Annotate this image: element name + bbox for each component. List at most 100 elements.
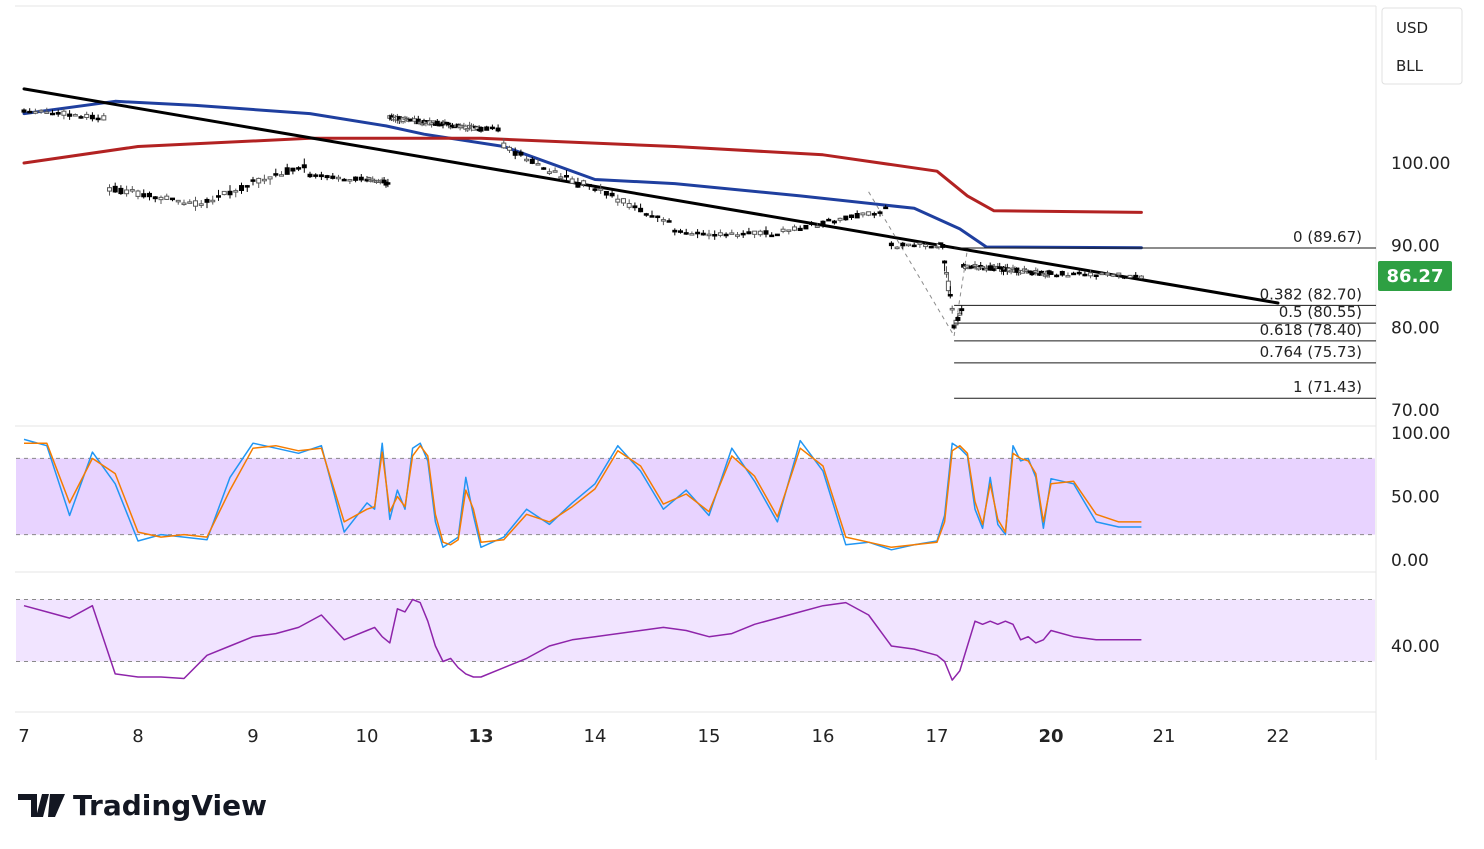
candle-body (44, 111, 50, 114)
candle-body (434, 120, 440, 125)
stochastic-axis-tick: 0.00 (1391, 551, 1429, 571)
candle-body (820, 220, 826, 225)
candle-body (700, 232, 706, 236)
fib-level-label: 1 (71.43) (1293, 378, 1362, 396)
candle-body (141, 193, 147, 198)
candle-body (152, 196, 158, 200)
candle-body (638, 207, 644, 213)
candle-body (512, 151, 518, 156)
candle-body (135, 190, 141, 197)
candle-body (32, 111, 38, 114)
date-axis-tick: 8 (132, 726, 143, 747)
fib-level-label: 0.382 (82.70) (1260, 285, 1362, 303)
candle-body (290, 167, 296, 172)
candle-body (888, 242, 894, 247)
date-axis-tick: 10 (356, 726, 379, 747)
candle-body (279, 174, 284, 177)
candle-body (129, 189, 135, 192)
rsi-band (16, 599, 1375, 662)
candle-body (1054, 274, 1060, 278)
candle-body (256, 177, 262, 184)
candle-body (198, 203, 204, 206)
candle-body (843, 215, 849, 221)
candle-body (959, 308, 965, 312)
candle-body (501, 142, 507, 149)
candle-body (1138, 275, 1144, 279)
candle-body (72, 114, 78, 117)
candle-body (296, 167, 302, 170)
candle-body (849, 214, 854, 219)
candle-body (786, 229, 792, 232)
price-series-line (22, 136, 1143, 214)
candle-body (535, 163, 541, 166)
candle-body (689, 233, 695, 236)
candle-body (569, 178, 575, 184)
candle-body (301, 164, 307, 169)
candle-body (866, 211, 872, 216)
candle-body (803, 224, 809, 230)
fib-level-label: 0.618 (78.40) (1260, 321, 1362, 339)
candle-body (923, 244, 929, 248)
candle-body (124, 189, 130, 195)
candle-body (239, 185, 244, 191)
candle-body (484, 126, 490, 131)
candle-body (712, 234, 718, 237)
candle-body (541, 167, 547, 170)
candle-body (307, 173, 313, 178)
candle-body (529, 158, 535, 164)
candle-body (341, 178, 347, 182)
price-panel: 100.00 90.00 80.00 70.00 0 (89.67) 0.382 (82.… (21, 87, 1452, 421)
fib-level-label: 0.764 (75.73) (1260, 343, 1362, 361)
candle-body (831, 220, 837, 224)
candle-body (204, 198, 210, 203)
candle-body (757, 230, 763, 236)
candle-body (621, 198, 626, 204)
candle-body (1099, 272, 1105, 276)
candle-body (955, 317, 961, 321)
candle-body (495, 127, 501, 132)
candle-body (871, 213, 877, 216)
candle-body (21, 109, 27, 113)
candle-body (50, 112, 55, 116)
candle-body (358, 176, 364, 181)
candle-body (609, 192, 615, 197)
date-axis-tick: 9 (247, 726, 258, 747)
candle-body (318, 174, 324, 178)
date-axis-tick: 16 (812, 726, 835, 747)
fib-guide-line (868, 191, 955, 337)
candle-body (928, 245, 934, 249)
candle-body (643, 213, 649, 216)
candle-body (1127, 274, 1133, 279)
candle-body (735, 234, 740, 237)
candle-body (672, 229, 678, 233)
date-axis-tick: 7 (18, 726, 29, 747)
candle-body (752, 230, 758, 235)
candle-body (911, 244, 917, 248)
candle-body (366, 177, 372, 180)
candle-body (683, 232, 689, 235)
tradingview-logo: TradingView (18, 789, 267, 822)
candle-body (1059, 270, 1065, 276)
candle-body (592, 188, 598, 191)
candle-body (112, 185, 118, 193)
candle-body (221, 190, 227, 196)
candle-body (158, 196, 164, 201)
candle-body (942, 260, 948, 264)
candle-body (313, 174, 319, 177)
candle-body (900, 242, 906, 247)
candle-body (385, 182, 391, 185)
tradingview-wordmark: TradingView (73, 789, 267, 822)
candle-body (860, 212, 866, 216)
candle-body (723, 233, 729, 237)
candle-body (330, 175, 336, 179)
candle-body (666, 220, 672, 223)
candle-body (78, 116, 84, 119)
candle-body (947, 293, 953, 297)
candle-body (575, 182, 581, 188)
price-axis-tick: 70.00 (1391, 401, 1440, 421)
candle-body (107, 187, 112, 192)
candle-body (181, 202, 187, 206)
candle-body (552, 170, 558, 173)
candle-body (524, 158, 530, 162)
